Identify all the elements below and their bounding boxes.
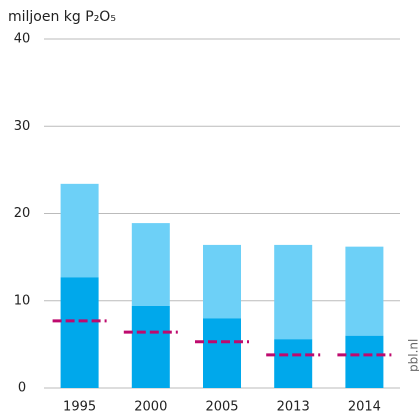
- y-tick-label: 20: [14, 206, 31, 221]
- y-tick-label: 30: [14, 119, 31, 134]
- x-tick-label: 2000: [134, 400, 167, 415]
- source: pbl.nl: [407, 339, 419, 372]
- bar-segment: [60, 277, 99, 388]
- x-tick-label: 2005: [205, 400, 238, 415]
- chart-title: miljoen kg P₂O₅: [8, 9, 116, 25]
- bar-segment: [203, 318, 241, 388]
- bar-segment: [203, 244, 241, 319]
- bar-segment: [131, 223, 170, 306]
- bar-segment: [131, 305, 170, 388]
- bar-segment: [345, 246, 384, 336]
- y-tick-label: 0: [18, 381, 26, 396]
- x-tick-label: 1995: [63, 400, 96, 415]
- x-tick-label: 2013: [277, 400, 310, 415]
- bar-segment: [274, 244, 313, 340]
- y-tick-label: 10: [14, 293, 31, 308]
- bar-segment: [345, 335, 384, 388]
- bar-segment: [274, 339, 313, 388]
- bar-segment: [60, 183, 99, 278]
- y-tick-label: 40: [14, 32, 31, 47]
- x-tick-label: 2014: [348, 400, 381, 415]
